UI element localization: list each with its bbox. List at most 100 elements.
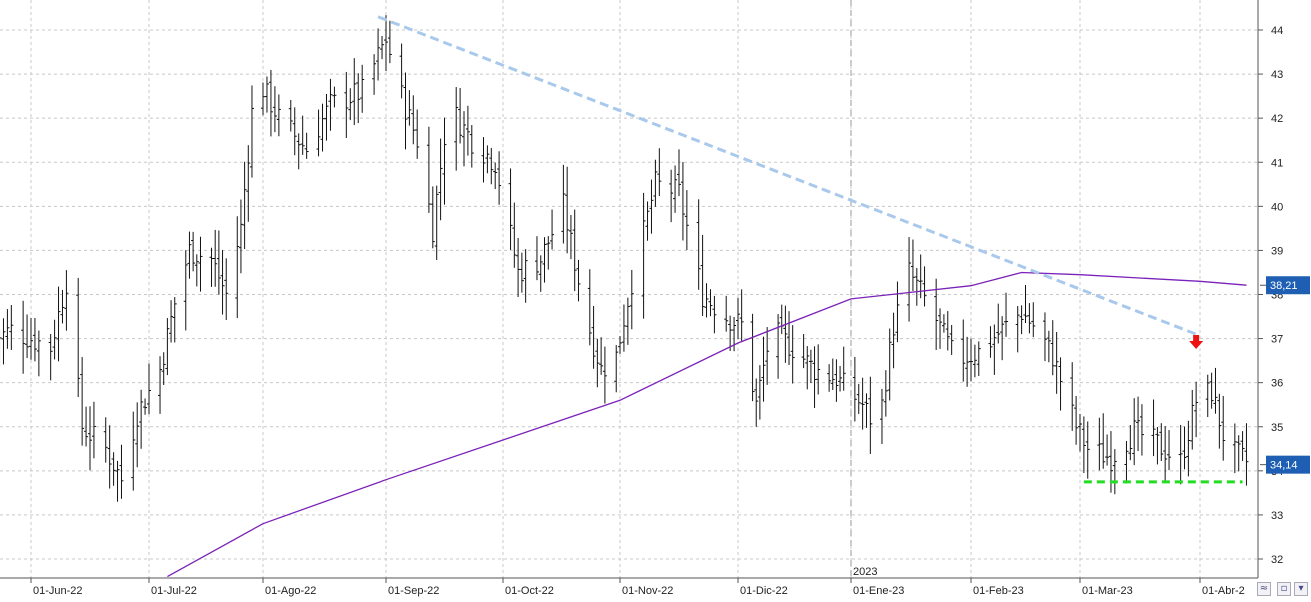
ohlc-bar: [300, 115, 305, 155]
ohlc-bar: [976, 341, 981, 377]
ohlc-bar: [868, 376, 873, 454]
ohlc-bar: [434, 185, 439, 261]
ohlc-bar: [220, 250, 225, 315]
ohlc-bar: [292, 107, 297, 156]
ohlc-bar: [783, 305, 788, 363]
ohlc-bar: [249, 85, 254, 178]
ohlc-bar: [0, 329, 2, 367]
ohlc-bar: [599, 337, 604, 375]
ohlc-bar: [172, 297, 177, 343]
ohlc-bar: [165, 318, 170, 376]
ohlc-bar: [411, 95, 416, 145]
ohlc-bar: [649, 179, 654, 234]
ohlc-bar: [9, 305, 14, 351]
ohlc-bar: [107, 425, 112, 489]
ohlc-bar: [941, 314, 946, 333]
ohlc-bar: [158, 356, 163, 414]
x-tick-label: 01-Ago-22: [265, 585, 316, 597]
ohlc-bar: [838, 366, 843, 392]
ohlc-bar: [25, 314, 30, 359]
ohlc-bar: [568, 214, 573, 260]
y-tick-label: 40: [1271, 201, 1283, 213]
ohlc-bar: [864, 393, 869, 428]
ohlc-bar: [407, 90, 412, 126]
ohlc-bar: [787, 311, 792, 365]
expand-icon[interactable]: ▾: [1294, 582, 1308, 596]
ma-price-label: 38,21: [1260, 276, 1310, 295]
ohlc-bar: [1139, 404, 1144, 456]
ohlc-bar: [879, 388, 884, 445]
ohlc-bar: [992, 324, 997, 375]
ohlc-bar: [969, 338, 973, 382]
ohlc-bar: [1058, 357, 1063, 411]
ohlc-bar: [242, 161, 247, 250]
ohlc-bar: [1163, 426, 1168, 483]
y-tick-label: 39: [1271, 245, 1283, 257]
ohlc-bar: [324, 93, 329, 141]
ohlc-bar: [1054, 331, 1059, 394]
ohlc-bar: [669, 169, 674, 223]
ohlc-bar: [235, 216, 240, 319]
ohlc-bar: [938, 308, 943, 349]
moving-average-line: [167, 271, 1247, 578]
ohlc-bar: [696, 199, 701, 290]
ohlc-bar: [914, 267, 919, 306]
ohlc-bar: [621, 304, 626, 352]
last-price-label-text: 34,14: [1270, 460, 1298, 472]
ohlc-bar: [246, 145, 251, 222]
ohlc-bar: [1205, 374, 1210, 418]
ohlc-bar: [84, 406, 89, 447]
ohlc-bar: [352, 58, 357, 126]
ohlc-bar: [458, 88, 463, 144]
ohlc-bar: [493, 162, 498, 190]
ohlc-bar: [805, 346, 810, 390]
ohlc-bar: [1236, 435, 1241, 472]
ohlc-bars: [0, 15, 1249, 502]
zoom-icon[interactable]: ≈: [1257, 582, 1271, 596]
ohlc-bar: [680, 162, 685, 241]
ohlc-bar: [1023, 284, 1028, 323]
ohlc-bar: [469, 125, 474, 168]
ohlc-bar: [572, 209, 577, 292]
ohlc-bar: [891, 312, 896, 369]
ohlc-bar: [191, 231, 196, 272]
ohlc-bar: [481, 137, 486, 183]
ohlc-bar: [883, 370, 888, 417]
ohlc-bar: [268, 69, 273, 137]
ohlc-bar: [169, 300, 174, 343]
ohlc-bar: [1081, 416, 1086, 474]
ohlc-bar: [1085, 421, 1090, 479]
y-tick-label: 43: [1271, 69, 1283, 81]
ohlc-bar: [380, 35, 385, 60]
ohlc-bar: [485, 145, 490, 174]
ohlc-bar: [438, 138, 443, 221]
ohlc-bar: [516, 237, 521, 298]
ohlc-bar: [489, 147, 494, 185]
ohlc-bar: [561, 164, 566, 244]
ohlc-bar: [1070, 362, 1075, 431]
ohlc-bar: [1101, 413, 1106, 469]
ohlc-bar: [32, 317, 37, 362]
grid: [0, 0, 1258, 578]
x-tick-label: 01-Dic-22: [740, 585, 788, 597]
ohlc-bar: [546, 236, 551, 270]
ohlc-bar: [587, 269, 592, 346]
ohlc-bar: [1128, 424, 1133, 461]
ohlc-bar: [965, 336, 970, 387]
ohlc-bar: [684, 190, 689, 251]
ohlc-bar: [238, 199, 243, 274]
ohlc-bar: [1112, 449, 1117, 495]
ohlc-bar: [1015, 306, 1020, 353]
y-tick-label: 44: [1271, 25, 1283, 37]
ohlc-bar: [187, 231, 192, 279]
save-icon[interactable]: ▫: [1277, 582, 1291, 596]
ohlc-bar: [76, 277, 81, 397]
ohlc-bar: [1151, 399, 1156, 457]
ohlc-bar: [60, 289, 65, 324]
ohlc-bar: [415, 109, 420, 159]
ohlc-bar: [736, 297, 740, 340]
ohlc-bar: [320, 103, 325, 152]
ohlc-bar: [523, 249, 528, 303]
x-tick-label: 01-Nov-22: [622, 585, 673, 597]
ohlc-bar: [119, 444, 124, 499]
